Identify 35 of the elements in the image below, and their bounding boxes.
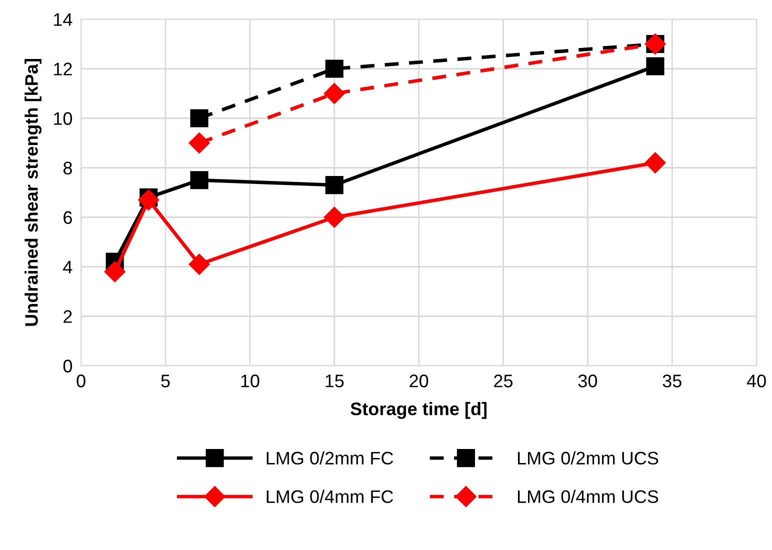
point <box>644 152 666 174</box>
y-tick-label: 12 <box>54 62 72 76</box>
point <box>324 82 345 104</box>
point <box>188 132 210 154</box>
x-tick-label: 20 <box>410 374 428 388</box>
x-tick-label: 0 <box>76 374 86 388</box>
x-tick-label: 35 <box>662 374 682 388</box>
legend-label: LMG 0/4mm FC <box>266 490 394 504</box>
legend-label: LMG 0/4mm UCS <box>518 490 658 504</box>
x-tick-label: 25 <box>494 374 513 388</box>
y-tick-label: 10 <box>54 112 72 125</box>
x-tick-label: 40 <box>746 374 766 388</box>
point <box>325 60 344 78</box>
x-tick-label: 5 <box>161 374 170 388</box>
y-tick-label: 0 <box>63 360 72 372</box>
legend-label: LMG 0/2mm UCS <box>518 451 658 465</box>
y-tick-label: 6 <box>64 211 72 224</box>
point <box>188 254 210 275</box>
point <box>646 57 664 76</box>
x-tick-label: 10 <box>241 374 260 388</box>
x-axis-title: Storage time [d] <box>350 402 487 419</box>
y-tick-label: 4 <box>63 260 72 274</box>
point <box>190 171 208 190</box>
point <box>324 206 345 228</box>
x-tick-label: 30 <box>578 374 598 388</box>
y-axis-title: Undrained shear strength [kPa] <box>24 59 42 326</box>
legend-label: LMG 0/2mm FC <box>266 451 394 465</box>
point <box>104 261 126 282</box>
y-tick-label: 8 <box>63 162 72 174</box>
point <box>138 189 160 210</box>
y-tick-label: 14 <box>54 13 72 26</box>
point <box>190 109 208 128</box>
x-tick-label: 15 <box>326 374 344 388</box>
y-tick-label: 2 <box>64 310 72 323</box>
point <box>325 176 344 194</box>
